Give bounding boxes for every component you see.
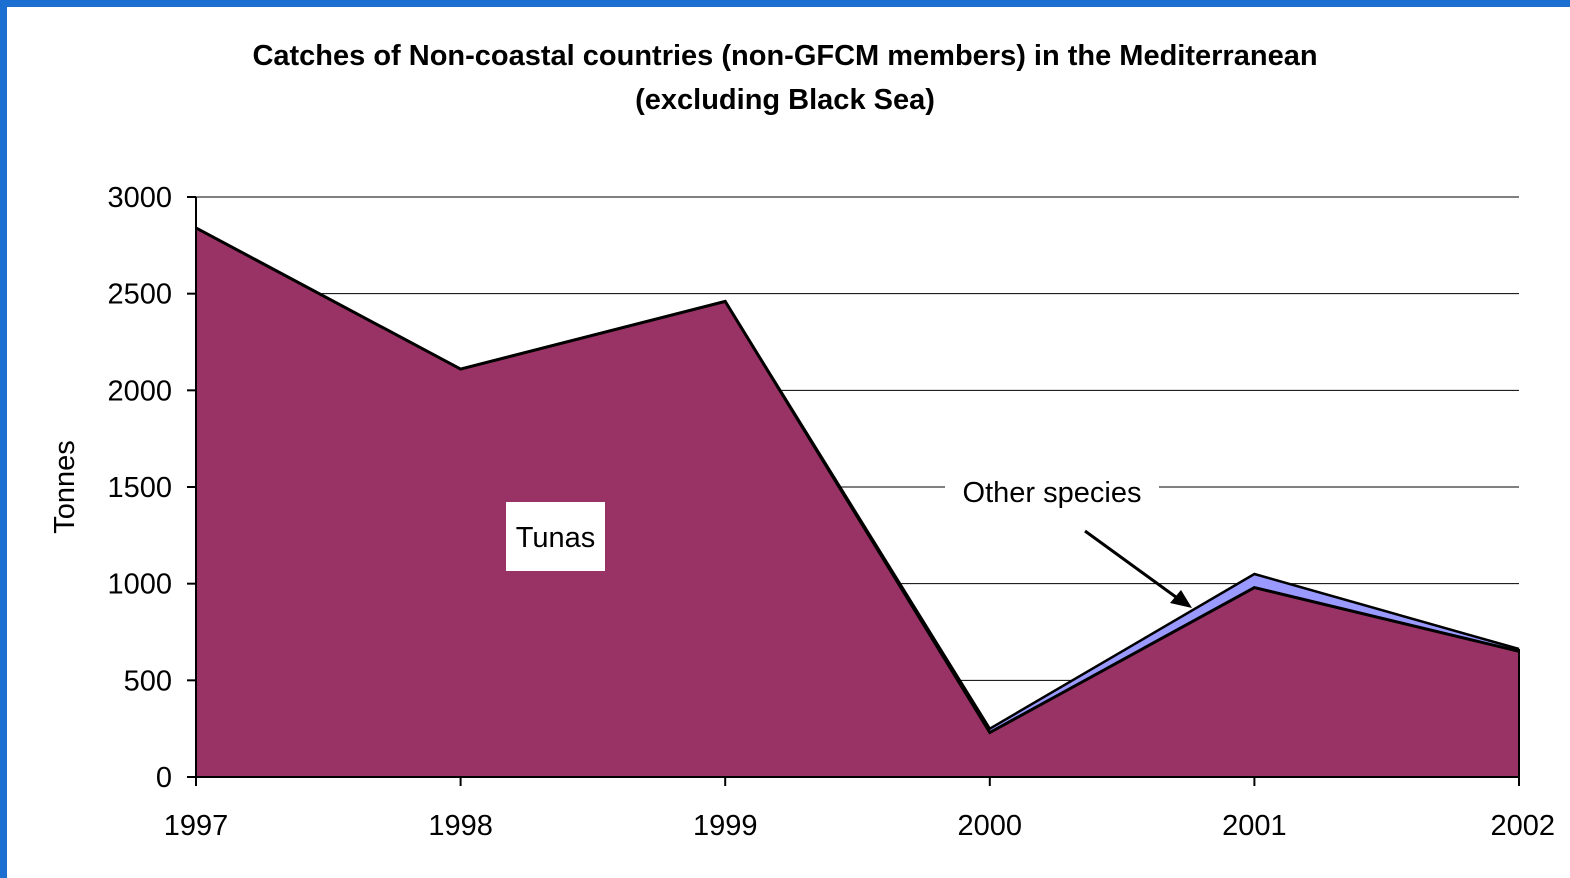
x-tick-label-2002: 2002 — [1490, 810, 1555, 842]
x-tick-label-2000: 2000 — [958, 810, 1023, 842]
annotation-tunas: Tunas — [506, 502, 605, 571]
annotation-tunas-text: Tunas — [516, 522, 596, 554]
annotation-arrow-line — [1084, 529, 1181, 602]
chart-title: Catches of Non-coastal countries (non-GF… — [0, 34, 1570, 122]
y-tick-label-500: 500 — [124, 665, 172, 697]
y-tick-label-1000: 1000 — [107, 569, 172, 601]
annotations: Tunas Other species — [506, 473, 1192, 608]
axes — [187, 196, 1520, 786]
y-axis-title: Tonnes — [49, 440, 81, 534]
x-tick-label-1998: 1998 — [428, 810, 493, 842]
chart-subtitle: (excluding Black Sea) — [635, 84, 935, 116]
annotation-tunas-box — [506, 502, 605, 571]
y-tick-label-3000: 3000 — [107, 182, 172, 214]
y-tick-label-2500: 2500 — [107, 279, 172, 311]
y-tick-label-1500: 1500 — [107, 472, 172, 504]
y-tick-label-0: 0 — [156, 762, 172, 794]
annotation-other-species-box — [945, 473, 1159, 511]
annotation-other-species: Other species — [945, 473, 1192, 608]
x-tick-label-1999: 1999 — [693, 810, 758, 842]
annotation-other-species-text: Other species — [963, 477, 1142, 509]
series-area-tunas — [196, 227, 1519, 777]
annotation-arrow-head — [1170, 590, 1192, 608]
tick-labels: 0 500 1000 1500 2000 2500 3000 1997 1998 1999 2000… — [49, 182, 1555, 842]
x-tick-label-2001: 2001 — [1222, 810, 1287, 842]
y-tick-label-2000: 2000 — [107, 375, 172, 407]
x-tick-label-1997: 1997 — [164, 810, 229, 842]
chart-areas — [195, 226, 1520, 777]
series-line-other-species — [195, 226, 1520, 731]
chart-title-line1: Catches of Non-coastal countries (non-GF… — [252, 40, 1318, 72]
